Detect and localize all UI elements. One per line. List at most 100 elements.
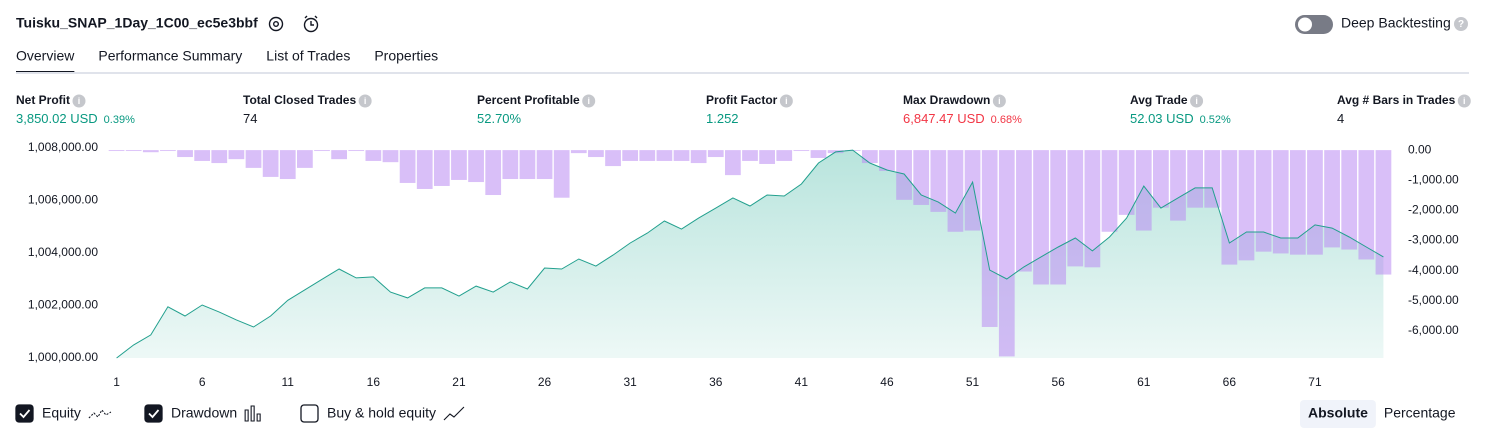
tab[interactable]: Overview [16,48,75,64]
drawdown-bar [1255,150,1272,252]
metric-value: 52.70% [477,111,522,126]
legend: Equity Drawdown Buy & hold equity Absolute P… [15,400,1456,428]
drawdown-bar [177,150,193,158]
drawdown-bar [1358,150,1375,260]
info-circle [72,94,86,108]
drawdown-bar [1375,150,1392,275]
help-icon[interactable]: ? [1454,17,1468,31]
drawdown-bar [879,150,895,171]
y2-tick-label: -5,000.00 [1408,293,1459,307]
x-tick-label: 26 [538,375,552,389]
drawdown-bar [588,150,604,158]
info-icon[interactable]: i [779,94,793,108]
metrics-row: Net Profit i 3,850.02 USD 0.39% Total Closed… [16,93,1471,126]
drawdown-bar [570,150,587,154]
info-circle [779,94,793,108]
x-tick-label: 11 [282,375,295,389]
info-circle [358,94,372,108]
drawdown-bar [1187,150,1203,208]
toggle-label: Deep Backtesting [1341,15,1451,31]
drawdown-bar [1324,150,1340,248]
drawdown-bar [913,150,930,205]
info-icon[interactable]: i [582,94,596,108]
drawdown-bar [399,150,416,183]
info-icon[interactable]: i [358,94,372,108]
x-tick-label: 61 [1137,375,1151,389]
metric-label: Max Drawdown [903,93,990,107]
drawdown-bar [964,150,981,231]
drawdown-bar [656,150,673,161]
y2-tick-label: -2,000.00 [1408,203,1459,217]
info-glyph: i [587,96,590,106]
info-icon[interactable]: i [72,94,86,108]
drawdown-bar [947,150,964,232]
x-tick-label: 66 [1223,375,1237,389]
metric-value: 3,850.02 USD 0.39% [16,111,135,126]
metric-label: Net Profit [16,93,70,107]
info-icon[interactable]: i [992,94,1006,108]
drawdown-bar [1084,150,1101,268]
drawdown-bar [1050,150,1067,285]
metric-percent: 0.68% [991,114,1022,126]
drawdown-bar [1204,150,1221,208]
checkmark [148,409,160,419]
drawdown-bar [382,150,399,163]
drawdown-bar [194,150,211,161]
drawdown-bar [485,150,502,196]
drawdown-bar [1101,150,1118,232]
tab[interactable]: Properties [374,48,438,64]
scale-button-label[interactable]: Percentage [1384,405,1456,421]
drawdown-bar [930,150,947,212]
drawdown-bar [1289,150,1306,255]
x-tick-label: 46 [880,375,894,389]
drawdown-bar [468,150,484,183]
x-tick-label: 36 [709,375,723,389]
drawdown-bar [142,150,159,153]
legend-checkbox[interactable] [144,404,163,423]
tab[interactable]: Performance Summary [98,48,242,64]
drawdown-bar [160,150,176,152]
settings-icon[interactable] [268,16,284,32]
legend-label: Buy & hold equity [327,405,436,421]
legend-checkbox[interactable] [300,404,319,423]
equity-line [116,149,1384,359]
drawdown-bar [1307,150,1323,255]
svg-text:?: ? [1458,19,1464,30]
drawdown-bar [416,150,433,189]
metric-value: 6,847.47 USD 0.68% [903,111,1022,126]
drawdown-bar [759,150,775,164]
drawdown-bar [228,150,245,160]
toggle-knob [1298,17,1312,32]
y2-tick-label: -1,000.00 [1408,172,1459,186]
x-tick-label: 56 [1051,375,1065,389]
alert-icon[interactable] [303,15,319,33]
scale-button-label[interactable]: Absolute [1308,405,1368,421]
drawdown-bar [707,150,724,158]
drawdown-bar [725,150,741,176]
drawdown-bar [1033,150,1049,285]
drawdown-bar [1272,150,1289,254]
legend-checkbox[interactable] [15,404,34,423]
tab[interactable]: List of Trades [266,48,350,64]
drawdown-bar [553,150,570,198]
y2-tick-label: -3,000.00 [1408,233,1459,247]
drawdown-bar [1238,150,1255,261]
y-tick-label: 1,000,000.00 [28,350,98,364]
y2-tick-label: 0.00 [1408,142,1432,156]
x-tick-label: 16 [367,375,381,389]
tab-bar: Overview Performance Summary List of Trade… [16,48,438,74]
equity-area [116,150,1384,358]
drawdown-bar [108,150,125,152]
drawdown-bar [1221,150,1238,265]
info-icon[interactable]: i [1457,94,1471,108]
info-icon[interactable]: i [1190,94,1204,108]
legend-icon [244,405,261,422]
x-tick-label: 6 [199,375,206,389]
drawdown-bar [981,150,998,327]
drawdown-bar [1135,150,1152,231]
metric-value-text: 6,847.47 USD [903,111,985,126]
metric-value: 1.252 [706,111,739,126]
info-glyph: i [78,96,81,106]
legend-label: Equity [42,405,81,421]
